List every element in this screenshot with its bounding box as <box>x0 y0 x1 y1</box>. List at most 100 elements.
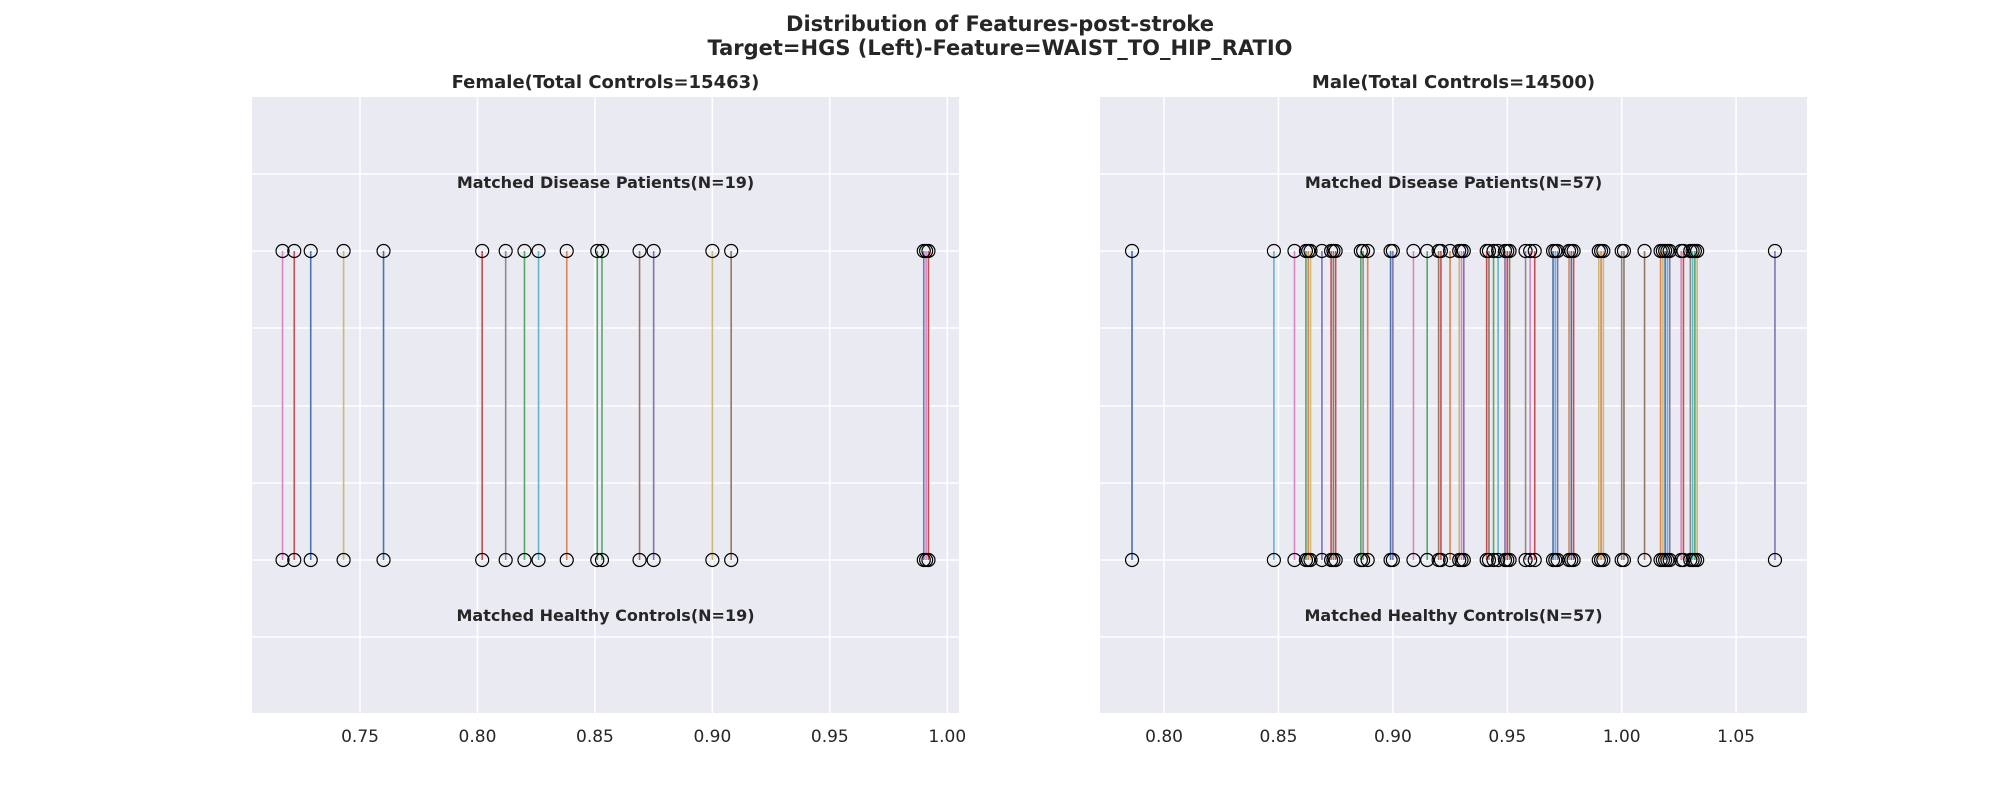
control-point <box>303 552 318 568</box>
control-point <box>1356 552 1371 568</box>
x-tick-label: 0.95 <box>1488 727 1526 747</box>
panel-title: Male(Total Controls=14500) <box>1312 72 1595 93</box>
control-point <box>1481 552 1497 568</box>
control-point <box>1287 552 1302 568</box>
patient-point <box>1385 243 1400 259</box>
control-point <box>1637 552 1652 568</box>
control-point <box>475 552 490 568</box>
bottom-annotation: Matched Healthy Controls(N=57) <box>1304 606 1602 625</box>
patient-point <box>594 243 610 259</box>
plot-area <box>252 97 959 713</box>
patient-point <box>1486 243 1501 259</box>
patient-point <box>1328 243 1343 259</box>
control-point <box>1502 552 1517 568</box>
x-tick-label: 1.00 <box>1603 727 1641 747</box>
patient-point <box>1616 243 1632 259</box>
panel-1: 0.75 0.80 0.85 0.90 0.95 1.00 Female(Total Con… <box>252 72 966 747</box>
x-tick-label: 1.05 <box>1717 727 1755 747</box>
control-point <box>1596 552 1611 568</box>
patient-point <box>376 243 391 259</box>
panel-2: 0.80 0.85 0.90 0.95 1.00 1.05 Male(Total Contr… <box>1100 72 1807 747</box>
control-point <box>1314 552 1330 568</box>
patient-point <box>1433 243 1449 259</box>
patient-point <box>531 243 546 259</box>
patient-point <box>1676 243 1691 259</box>
control-point <box>921 552 936 568</box>
control-point <box>1266 552 1281 568</box>
patient-point <box>1637 243 1652 259</box>
patient-point <box>498 243 513 259</box>
control-point <box>1433 552 1449 568</box>
patient-point <box>1456 243 1471 259</box>
control-point <box>531 552 546 568</box>
control-point <box>1527 552 1542 568</box>
x-tick-label: 0.90 <box>693 727 731 747</box>
x-tick-label: 0.85 <box>1260 727 1298 747</box>
patient-point <box>1527 243 1542 259</box>
patient-point <box>1442 243 1458 259</box>
control-point <box>1385 552 1400 568</box>
patient-point <box>1406 243 1421 259</box>
control-point <box>1518 552 1533 568</box>
patient-point <box>1420 243 1435 259</box>
patient-point <box>1266 243 1281 259</box>
patient-point <box>705 243 720 259</box>
control-point <box>1616 552 1632 568</box>
patient-point <box>517 243 532 259</box>
control-point <box>646 552 661 568</box>
control-point <box>1420 552 1435 568</box>
top-annotation: Matched Disease Patients(N=57) <box>1305 173 1602 192</box>
patient-point <box>921 243 936 259</box>
patient-point <box>559 243 574 259</box>
control-point <box>1676 552 1691 568</box>
control-point <box>724 552 739 568</box>
patient-point <box>1360 243 1375 259</box>
control-point <box>1328 552 1343 568</box>
control-point <box>1690 552 1705 568</box>
panel-title: Female(Total Controls=15463) <box>452 72 760 93</box>
x-tick-label: 0.75 <box>341 727 379 747</box>
patient-point <box>1356 243 1371 259</box>
patient-point <box>1518 243 1533 259</box>
control-point <box>1486 552 1501 568</box>
patient-point <box>1303 243 1318 259</box>
control-point <box>498 552 513 568</box>
bottom-annotation: Matched Healthy Controls(N=19) <box>456 606 754 625</box>
patient-point <box>1596 243 1611 259</box>
control-point <box>632 552 647 568</box>
control-point <box>594 552 610 568</box>
control-point <box>1406 552 1421 568</box>
control-point <box>1523 552 1538 568</box>
patient-point <box>1566 243 1581 259</box>
patient-point <box>632 243 647 259</box>
control-point <box>1303 552 1318 568</box>
x-tick-label: 0.95 <box>811 727 849 747</box>
patient-point <box>1314 243 1330 259</box>
patient-point <box>1523 243 1538 259</box>
patient-point <box>1502 243 1517 259</box>
patient-point <box>724 243 739 259</box>
control-point <box>376 552 391 568</box>
patient-point <box>1481 243 1497 259</box>
control-point <box>275 552 290 568</box>
control-point <box>1662 552 1677 568</box>
patient-point <box>646 243 661 259</box>
x-tick-label: 0.85 <box>576 727 614 747</box>
patient-point <box>1287 243 1302 259</box>
control-point <box>1442 552 1458 568</box>
control-point <box>1767 552 1783 568</box>
patient-point <box>1662 243 1677 259</box>
x-tick-label: 0.80 <box>1145 727 1183 747</box>
control-point <box>590 552 605 568</box>
patient-point <box>1690 243 1705 259</box>
plot-area <box>1100 97 1807 713</box>
x-tick-label: 0.90 <box>1374 727 1412 747</box>
figure-title-line1: Distribution of Features-post-stroke <box>786 12 1214 36</box>
patient-point <box>303 243 318 259</box>
control-point <box>1491 552 1506 568</box>
control-point <box>1124 552 1140 568</box>
control-point <box>1360 552 1375 568</box>
patient-point <box>590 243 605 259</box>
